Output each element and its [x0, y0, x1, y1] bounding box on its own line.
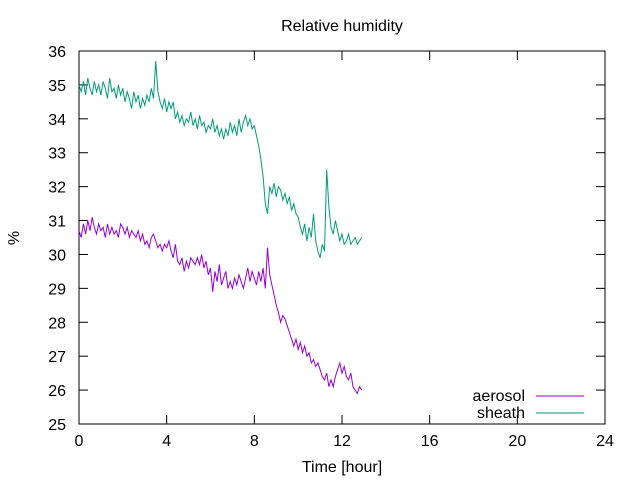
chart-title: Relative humidity [281, 18, 403, 35]
series-line-sheath [78, 61, 363, 258]
y-axis-label: % [6, 231, 23, 245]
x-tick-label: 8 [250, 433, 259, 450]
legend-label-aerosol: aerosol [473, 388, 525, 405]
y-tick-label: 31 [48, 214, 66, 231]
x-axis-label: Time [hour] [302, 459, 382, 476]
legend-label-sheath: sheath [477, 405, 525, 422]
x-tick-label: 0 [75, 433, 84, 450]
series-layer [78, 61, 363, 395]
y-tick-label: 35 [48, 78, 66, 95]
plot-border [78, 50, 606, 425]
y-tick-label: 25 [48, 417, 66, 434]
series-line-aerosol [78, 217, 363, 395]
y-tick-label: 32 [48, 180, 66, 197]
y-tick-label: 28 [48, 315, 66, 332]
y-tick-label: 27 [48, 349, 66, 366]
y-tick-label: 29 [48, 281, 66, 298]
axes-layer: 0 4 8 12 16 20 24 25 26 27 28 29 30 31 32 33 34 35 36 [48, 44, 614, 450]
y-tick-label: 30 [48, 247, 66, 264]
x-tick-label: 4 [162, 433, 171, 450]
x-tick-label: 24 [596, 433, 614, 450]
x-tick-label: 12 [333, 433, 351, 450]
y-tick-label: 33 [48, 146, 66, 163]
x-tick-label: 16 [421, 433, 439, 450]
y-tick-label: 34 [48, 112, 66, 129]
y-tick-label: 26 [48, 383, 66, 400]
y-tick-label: 36 [48, 44, 66, 61]
x-tick-label: 20 [508, 433, 526, 450]
